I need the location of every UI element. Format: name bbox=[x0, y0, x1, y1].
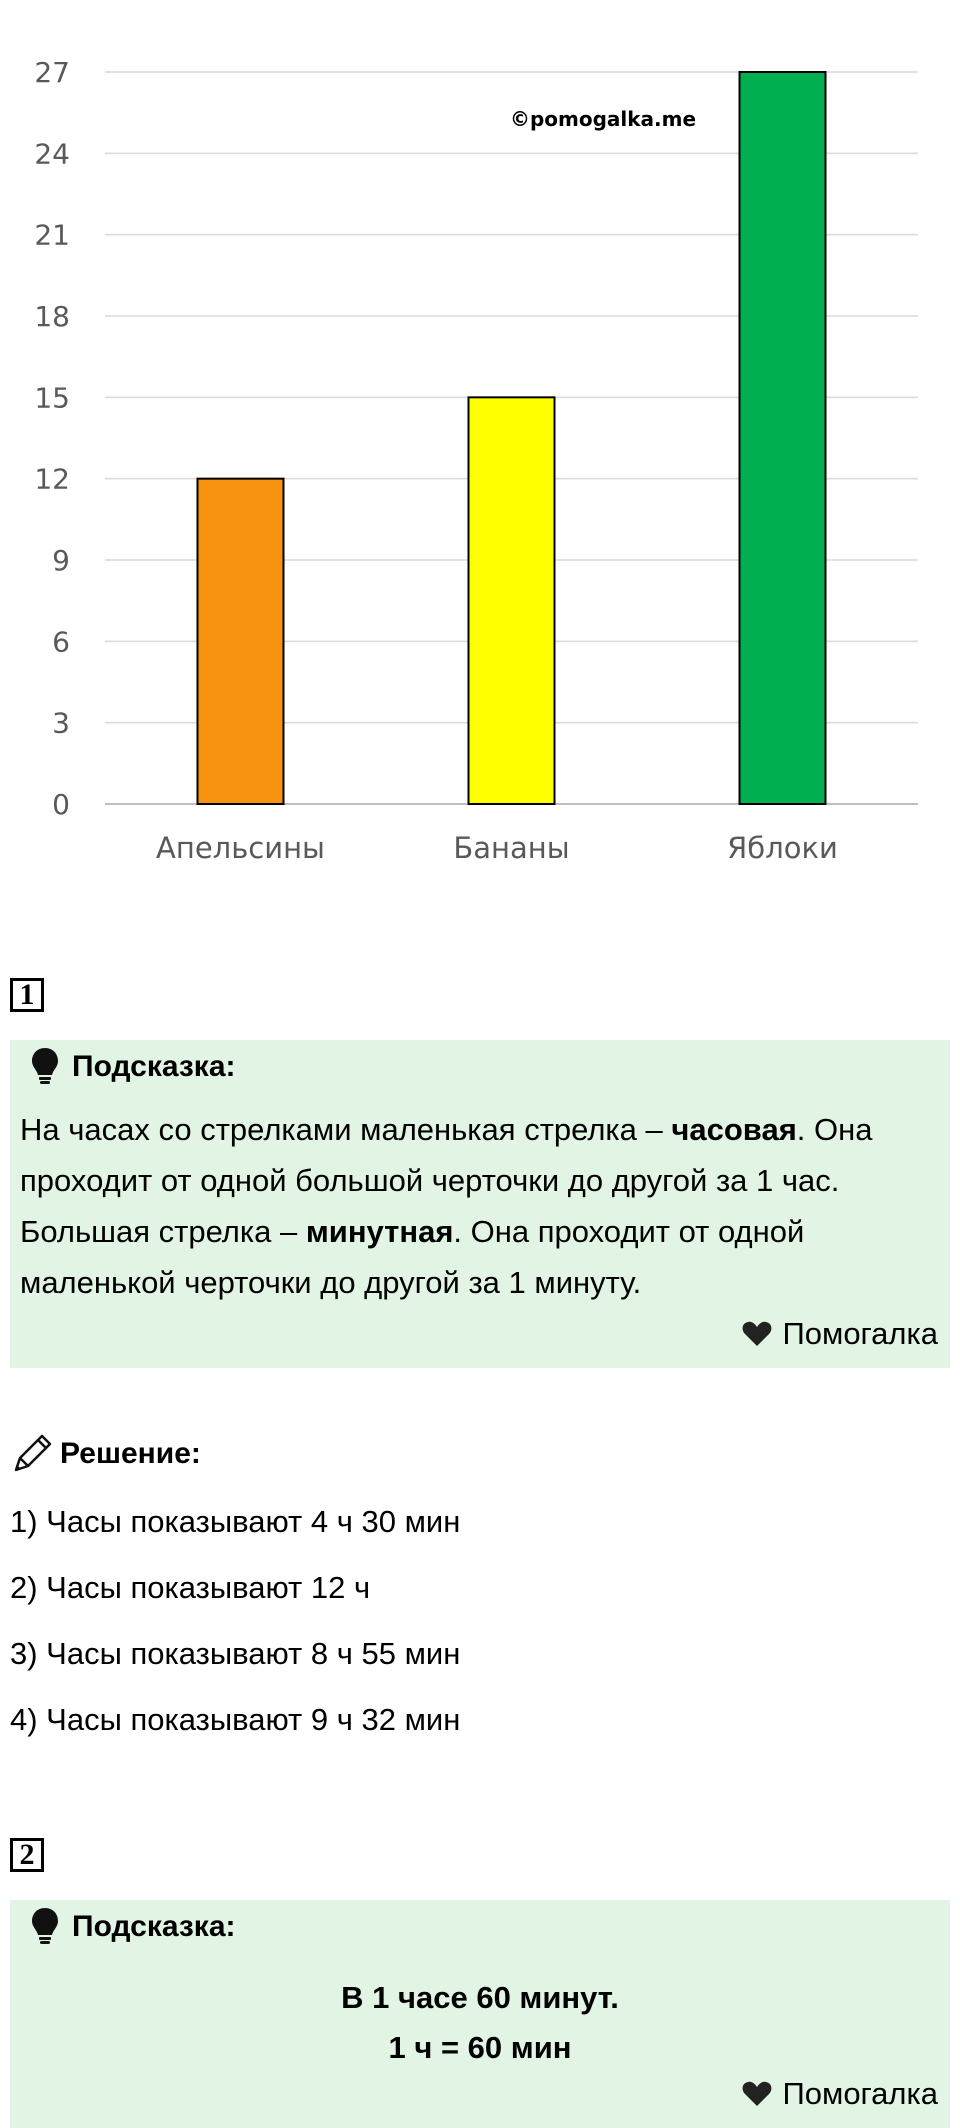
y-tick-label: 24 bbox=[34, 137, 70, 170]
hint-box-1: Подсказка: На часах со стрелками маленьк… bbox=[10, 1040, 950, 1368]
y-tick-label: 18 bbox=[34, 300, 70, 333]
y-tick-label: 15 bbox=[34, 381, 70, 414]
bar-1 bbox=[196, 477, 285, 805]
fruit-bar-chart: 0 3 6 9 12 15 18 21 24 27 Апельсины Бананы Яблоки ©… bbox=[34, 56, 918, 865]
pencil-icon bbox=[14, 1434, 52, 1472]
chart-bars bbox=[196, 71, 827, 805]
hint-line: На часах со стрелками маленькая стрелка … bbox=[20, 1112, 873, 1147]
lightbulb-icon bbox=[32, 1048, 58, 1084]
solution-line: 2) Часы показывают 12 ч bbox=[10, 1570, 371, 1605]
solution-title: Решение: bbox=[10, 1432, 201, 1476]
y-axis-ticks: 0 3 6 9 12 15 18 21 24 27 bbox=[34, 56, 70, 821]
bar-2 bbox=[467, 396, 556, 805]
solution-line: 4) Часы показывают 9 ч 32 мин bbox=[10, 1702, 461, 1737]
hint-text-1: На часах со стрелками маленькая стрелка … bbox=[20, 1104, 940, 1308]
hint-formula-line: 1 ч = 60 мин bbox=[388, 2030, 572, 2065]
hint-line: проходит от одной большой черточки до др… bbox=[20, 1163, 840, 1198]
solution-line: 3) Часы показывают 8 ч 55 мин bbox=[10, 1636, 461, 1671]
task-number-2: 2 bbox=[10, 1838, 44, 1872]
hint-title-1: Подсказка: bbox=[32, 1048, 236, 1086]
hint-title-text: Подсказка: bbox=[72, 1910, 236, 1943]
y-tick-label: 0 bbox=[52, 788, 70, 821]
y-tick-label: 27 bbox=[34, 56, 70, 89]
y-tick-label: 6 bbox=[52, 625, 70, 658]
hint-formula-line: В 1 часе 60 минут. bbox=[341, 1980, 619, 2015]
x-category-label: Апельсины bbox=[156, 831, 325, 865]
y-tick-label: 12 bbox=[34, 463, 70, 496]
solution-title-text: Решение: bbox=[60, 1437, 201, 1470]
solution-line: 1) Часы показывают 4 ч 30 мин bbox=[10, 1504, 461, 1539]
x-category-label: Яблоки bbox=[727, 831, 838, 865]
x-axis-labels: Апельсины Бананы Яблоки bbox=[156, 831, 838, 865]
heart-icon bbox=[743, 2081, 772, 2106]
hint-line: маленькой черточки до другой за 1 минуту… bbox=[20, 1265, 642, 1300]
signature-1: Помогалка bbox=[742, 1316, 938, 1352]
x-category-label: Бананы bbox=[453, 831, 569, 865]
y-tick-label: 9 bbox=[52, 544, 70, 577]
task-number-1: 1 bbox=[10, 978, 44, 1012]
bar-3 bbox=[738, 71, 827, 805]
hint-title-2: Подсказка: bbox=[32, 1908, 236, 1946]
signature-text: Помогалка bbox=[782, 2076, 938, 2111]
y-tick-label: 3 bbox=[52, 707, 70, 740]
signature-2: Помогалка bbox=[742, 2076, 938, 2112]
hint-box-2: Подсказка: В 1 часе 60 минут. 1 ч = 60 м… bbox=[10, 1900, 950, 2128]
watermark: ©pomogalka.me bbox=[510, 107, 696, 131]
y-tick-label: 21 bbox=[34, 219, 70, 252]
lightbulb-icon bbox=[32, 1908, 58, 1944]
heart-icon bbox=[743, 1321, 772, 1346]
signature-text: Помогалка bbox=[782, 1316, 938, 1351]
hint-line: Большая стрелка – минутная. Она проходит… bbox=[20, 1214, 805, 1249]
hint-title-text: Подсказка: bbox=[72, 1050, 236, 1083]
